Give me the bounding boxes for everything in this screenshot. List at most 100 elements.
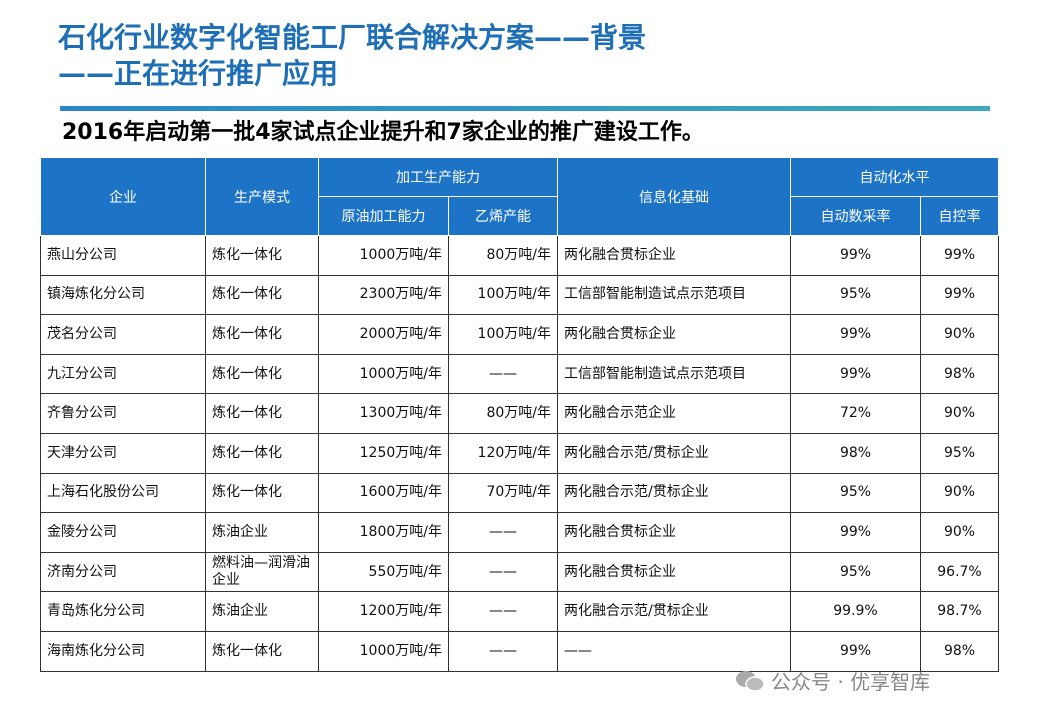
- table-cell: ——: [557, 630, 791, 672]
- table-cell: 两化融合贯标企业: [557, 235, 791, 276]
- table-row: 海南炼化分公司 炼化一体化 1000万吨/年 —— —— 99% 98%: [40, 630, 999, 672]
- table-cell: 90%: [920, 472, 999, 514]
- table-cell: 青岛炼化分公司: [40, 591, 206, 632]
- table-cell: 1000万吨/年: [318, 630, 449, 672]
- table-cell: 炼化一体化: [205, 393, 319, 434]
- table-cell: 99%: [790, 353, 921, 395]
- table-cell: 90%: [920, 314, 999, 355]
- table-cell: 上海石化股份公司: [40, 472, 206, 514]
- table-cell: 燕山分公司: [40, 235, 206, 276]
- table-cell: 炼油企业: [205, 591, 319, 632]
- table-cell: 工信部智能制造试点示范项目: [557, 353, 791, 395]
- table-cell: 99%: [920, 235, 999, 276]
- table-cell: 茂名分公司: [40, 314, 206, 355]
- table-cell: 1300万吨/年: [318, 393, 449, 434]
- table-cell: 80万吨/年: [448, 393, 558, 434]
- table-cell: 两化融合贯标企业: [557, 314, 791, 355]
- table-row: 金陵分公司 炼油企业 1800万吨/年 —— 两化融合贯标企业 99% 90%: [40, 512, 999, 553]
- header-cell: 乙烯产能: [448, 196, 558, 236]
- table-cell: 九江分公司: [40, 353, 206, 395]
- title-line: 石化行业数字化智能工厂联合解决方案——背景: [58, 21, 647, 54]
- watermark: 公众号 · 优享智库: [735, 666, 930, 695]
- table-cell: 99%: [790, 512, 921, 553]
- watermark-text: 公众号 · 优享智库: [771, 670, 931, 694]
- table-cell: 燃料油—润滑油企业: [205, 551, 319, 593]
- title-line: ——正在进行推广应用: [58, 57, 339, 90]
- header-cell: 原油加工能力: [318, 196, 449, 236]
- table-cell: 2000万吨/年: [318, 314, 449, 355]
- table-cell: 两化融合示范企业: [557, 393, 791, 434]
- table-row: 天津分公司 炼化一体化 1250万吨/年 120万吨/年 两化融合示范/贯标企业 98% 9…: [40, 432, 999, 474]
- table-cell: 70万吨/年: [448, 472, 558, 514]
- table-cell: 1000万吨/年: [318, 235, 449, 276]
- table-cell: 炼化一体化: [205, 314, 319, 355]
- table-cell: 1250万吨/年: [318, 432, 449, 474]
- table-cell: 100万吨/年: [448, 314, 558, 355]
- table-cell: 炼油企业: [205, 512, 319, 553]
- table-cell: 96.7%: [920, 551, 999, 593]
- table-cell: 炼化一体化: [205, 274, 319, 316]
- header-cell: 生产模式: [205, 157, 319, 236]
- table-cell: 99%: [790, 630, 921, 672]
- table-cell: 两化融合示范/贯标企业: [557, 432, 791, 474]
- table-cell: 80万吨/年: [448, 235, 558, 276]
- table-row: 济南分公司 燃料油—润滑油企业 550万吨/年 —— 两化融合贯标企业 95% 96.7%: [40, 551, 999, 593]
- table-cell: 98.7%: [920, 591, 999, 632]
- table-row: 九江分公司 炼化一体化 1000万吨/年 —— 工信部智能制造试点示范项目 99% 98%: [40, 353, 999, 395]
- title: 石化行业数字化智能工厂联合解决方案——背景 ——正在进行推广应用: [58, 20, 646, 92]
- table-cell: 1200万吨/年: [318, 591, 449, 632]
- table-cell: ——: [448, 512, 558, 553]
- header-cell: 加工生产能力: [318, 157, 558, 197]
- table-cell: 天津分公司: [40, 432, 206, 474]
- table-cell: 两化融合贯标企业: [557, 512, 791, 553]
- table-cell: 99%: [790, 235, 921, 276]
- table-row: 镇海炼化分公司 炼化一体化 2300万吨/年 100万吨/年 工信部智能制造试点示范项目…: [40, 274, 999, 316]
- table-row: 上海石化股份公司 炼化一体化 1600万吨/年 70万吨/年 两化融合示范/贯标企业 95…: [40, 472, 999, 514]
- table-cell: 两化融合贯标企业: [557, 551, 791, 593]
- table-cell: ——: [448, 630, 558, 672]
- header-row: 企业 生产模式 加工生产能力 信息化基础 自动化水平: [40, 157, 999, 236]
- table-cell: 99.9%: [790, 591, 921, 632]
- header-row: 原油加工能力 乙烯产能 自动数采率 自控率: [41, 196, 999, 236]
- header-cell: 自控率: [920, 196, 999, 236]
- data-table: 企业 生产模式 加工生产能力 信息化基础 自动化水平 原油加工能力 乙烯产能 自…: [40, 157, 999, 672]
- header-cell: 信息化基础: [557, 157, 791, 236]
- table-cell: 炼化一体化: [205, 630, 319, 672]
- table-cell: 90%: [920, 512, 999, 553]
- table-cell: 炼化一体化: [205, 472, 319, 514]
- table-cell: 炼化一体化: [205, 432, 319, 474]
- table-cell: 95%: [790, 472, 921, 514]
- table-row: 燕山分公司 炼化一体化 1000万吨/年 80万吨/年 两化融合贯标企业 99% 99%: [40, 235, 999, 276]
- table-cell: ——: [448, 551, 558, 593]
- table-cell: 90%: [920, 393, 999, 434]
- table-cell: 100万吨/年: [448, 274, 558, 316]
- table-cell: 98%: [920, 353, 999, 395]
- table-cell: 两化融合示范/贯标企业: [557, 591, 791, 632]
- table-cell: 工信部智能制造试点示范项目: [557, 274, 791, 316]
- table-cell: 99%: [790, 314, 921, 355]
- table-cell: ——: [448, 353, 558, 395]
- table-cell: 99%: [920, 274, 999, 316]
- table-cell: 镇海炼化分公司: [40, 274, 206, 316]
- table-cell: ——: [448, 591, 558, 632]
- table-cell: 550万吨/年: [318, 551, 449, 593]
- table-cell: 72%: [790, 393, 921, 434]
- wechat-icon: [736, 670, 765, 692]
- table-cell: 海南炼化分公司: [40, 630, 206, 672]
- table-row: 齐鲁分公司 炼化一体化 1300万吨/年 80万吨/年 两化融合示范企业 72% 90%: [40, 393, 999, 434]
- table-cell: 95%: [790, 274, 921, 316]
- header-cell: 自动化水平: [790, 157, 999, 197]
- table-body: 燕山分公司 炼化一体化 1000万吨/年 80万吨/年 两化融合贯标企业 99% 99% 镇海…: [40, 235, 999, 672]
- table-cell: 济南分公司: [40, 551, 206, 593]
- table-row: 茂名分公司 炼化一体化 2000万吨/年 100万吨/年 两化融合贯标企业 99% 90%: [40, 314, 999, 355]
- table-cell: 95%: [790, 551, 921, 593]
- table-cell: 齐鲁分公司: [40, 393, 206, 434]
- table-cell: 98%: [920, 630, 999, 672]
- table-cell: 2300万吨/年: [318, 274, 449, 316]
- divider-bar: [60, 106, 990, 111]
- subtitle: 2016年启动第一批4家试点企业提升和7家企业的推广建设工作。: [62, 120, 704, 145]
- table-cell: 95%: [920, 432, 999, 474]
- table-cell: 1000万吨/年: [318, 353, 449, 395]
- table-row: 青岛炼化分公司 炼油企业 1200万吨/年 —— 两化融合示范/贯标企业 99.9% 98.…: [40, 591, 999, 632]
